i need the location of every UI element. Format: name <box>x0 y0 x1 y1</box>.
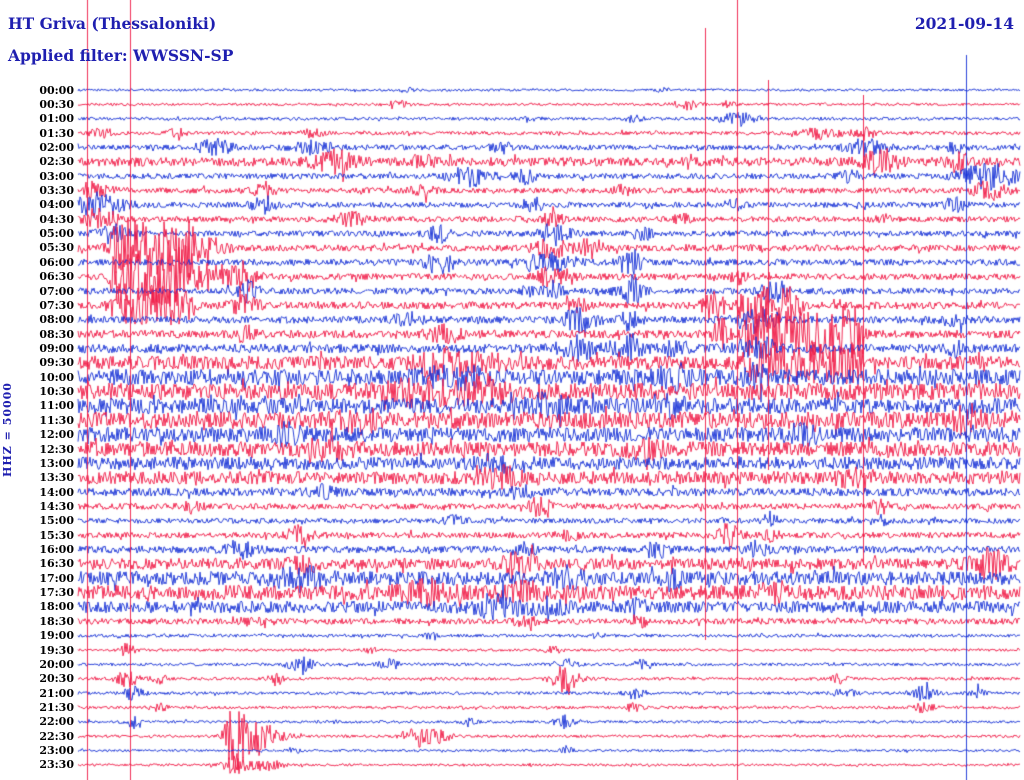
date-label: 2021-09-14 <box>914 14 1014 33</box>
time-label: 12:00 <box>39 428 74 442</box>
time-label: 10:00 <box>39 370 74 384</box>
time-label: 23:30 <box>39 758 74 772</box>
time-label: 00:00 <box>39 83 74 97</box>
time-label: 15:30 <box>39 528 74 542</box>
time-label: 20:30 <box>39 672 74 686</box>
time-label: 04:00 <box>39 198 74 212</box>
time-label: 01:30 <box>39 126 74 140</box>
time-label: 09:30 <box>39 356 74 370</box>
time-label: 08:30 <box>39 327 74 341</box>
time-label: 21:30 <box>39 700 74 714</box>
time-label: 20:00 <box>39 657 74 671</box>
time-label: 08:00 <box>39 313 74 327</box>
time-label: 07:00 <box>39 284 74 298</box>
time-label: 03:00 <box>39 169 74 183</box>
channel-scale-label: HHZ = 50000 <box>1 382 14 478</box>
time-label: 13:00 <box>39 456 74 470</box>
time-label: 16:30 <box>39 557 74 571</box>
time-label: 09:00 <box>39 341 74 355</box>
time-label: 18:00 <box>39 600 74 614</box>
time-label: 02:30 <box>39 155 74 169</box>
time-label: 21:00 <box>39 686 74 700</box>
time-label: 18:30 <box>39 614 74 628</box>
time-label: 04:30 <box>39 212 74 226</box>
time-label: 06:30 <box>39 270 74 284</box>
time-label: 22:30 <box>39 729 74 743</box>
time-label: 14:00 <box>39 485 74 499</box>
time-label: 10:30 <box>39 385 74 399</box>
time-label: 17:30 <box>39 586 74 600</box>
time-label: 17:00 <box>39 571 74 585</box>
time-label: 05:30 <box>39 241 74 255</box>
time-label: 00:30 <box>39 97 74 111</box>
time-label: 11:30 <box>39 413 74 427</box>
station-title: HT Griva (Thessaloniki) <box>8 14 217 33</box>
time-label: 05:00 <box>39 227 74 241</box>
time-label: 06:00 <box>39 255 74 269</box>
filter-label: Applied filter: WWSSN-SP <box>8 46 234 65</box>
time-label: 19:30 <box>39 643 74 657</box>
time-label: 19:00 <box>39 629 74 643</box>
time-label: 13:30 <box>39 471 74 485</box>
time-label: 11:00 <box>39 399 74 413</box>
time-label: 15:00 <box>39 514 74 528</box>
time-label: 03:30 <box>39 184 74 198</box>
time-label: 02:00 <box>39 140 74 154</box>
time-label: 01:00 <box>39 112 74 126</box>
time-label: 22:00 <box>39 715 74 729</box>
time-label: 23:00 <box>39 744 74 758</box>
time-label: 12:30 <box>39 442 74 456</box>
time-label: 07:30 <box>39 298 74 312</box>
time-label: 14:30 <box>39 499 74 513</box>
time-label: 16:00 <box>39 543 74 557</box>
